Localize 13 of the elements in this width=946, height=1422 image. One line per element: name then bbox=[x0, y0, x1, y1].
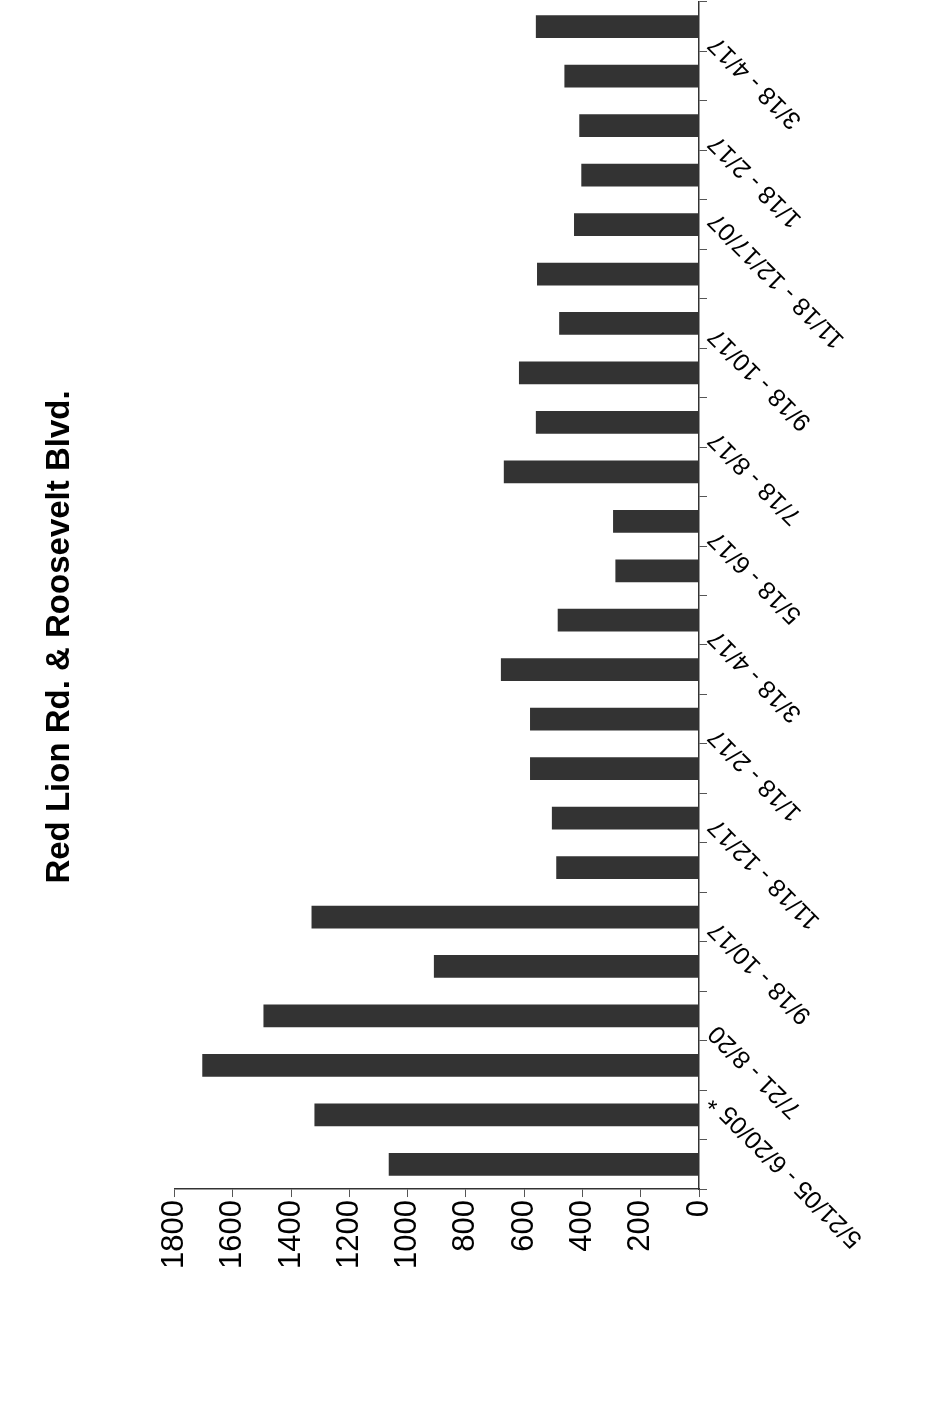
x-tick-label: 1000 bbox=[388, 1200, 424, 1270]
text: Red Lion Rd. & Roosevelt Blvd. bbox=[38, 390, 76, 884]
x-tick-label: 0 bbox=[679, 1200, 715, 1218]
y-tick-label: 3/18 - 4/17 bbox=[701, 625, 806, 730]
x-tick-label: 1200 bbox=[329, 1200, 365, 1270]
x-tick-label: 1800 bbox=[155, 1200, 191, 1270]
y-tick-label: 3/18 - 4/17 bbox=[701, 31, 806, 136]
x-tick-label: 400 bbox=[563, 1200, 599, 1252]
x-tick-label: 1600 bbox=[213, 1200, 249, 1270]
x-tick-label: 600 bbox=[504, 1200, 540, 1252]
x-tick-label: 200 bbox=[621, 1200, 657, 1252]
x-tick-label: 1400 bbox=[271, 1200, 307, 1270]
x-tick-label: 800 bbox=[446, 1200, 482, 1252]
